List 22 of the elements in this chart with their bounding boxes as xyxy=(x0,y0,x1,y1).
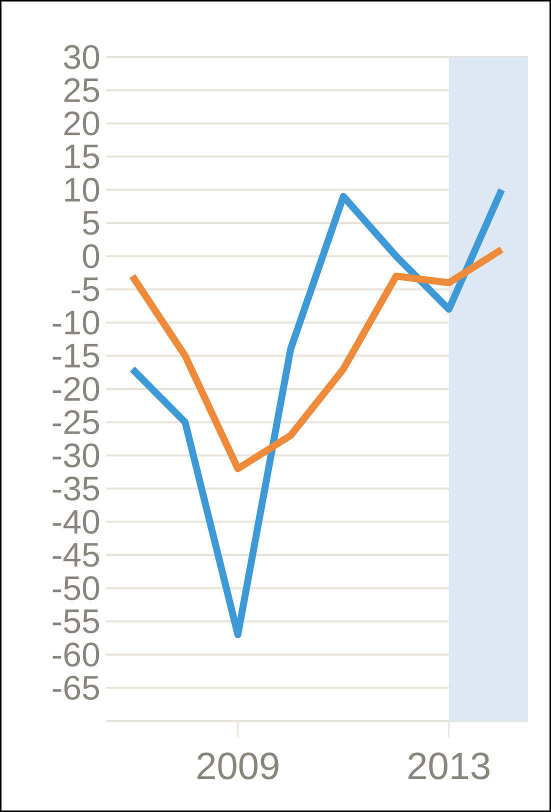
y-tick-label: -60 xyxy=(52,642,100,667)
y-tick-label: -35 xyxy=(52,476,100,501)
y-tick-label: 5 xyxy=(82,211,100,235)
y-tick-label: 30 xyxy=(64,44,100,70)
y-tick-label: -55 xyxy=(52,610,100,634)
y-tick-label: 10 xyxy=(65,178,100,202)
y-tick-label: 20 xyxy=(64,111,100,136)
y-tick-label: -45 xyxy=(52,543,100,567)
y-tick-label: 0 xyxy=(82,244,100,268)
y-tick-label: -15 xyxy=(52,344,100,368)
y-tick-label: -10 xyxy=(52,310,100,335)
y-tick-label: -40 xyxy=(52,510,100,534)
y-tick-label: 25 xyxy=(64,78,100,102)
y-tick-label: -65 xyxy=(52,676,100,700)
y-tick-label: -30 xyxy=(52,443,100,468)
y-tick-label: 15 xyxy=(65,144,100,168)
y-tick-label: -5 xyxy=(72,278,100,302)
y-tick-label: -20 xyxy=(52,376,100,402)
x-tick-label: 2013 xyxy=(408,752,490,780)
x-tick-label: 2009 xyxy=(198,752,278,780)
y-tick-label: -25 xyxy=(52,410,100,434)
y-tick-label: -50 xyxy=(52,576,100,600)
